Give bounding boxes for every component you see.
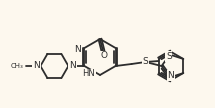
- Text: S: S: [143, 57, 149, 67]
- Text: N: N: [167, 71, 174, 80]
- Text: S: S: [166, 52, 172, 61]
- Text: HN: HN: [82, 70, 95, 79]
- Text: O: O: [100, 52, 108, 60]
- Text: N: N: [69, 60, 76, 70]
- Text: N: N: [33, 61, 40, 71]
- Text: N: N: [74, 45, 80, 55]
- Text: CH₃: CH₃: [11, 63, 23, 69]
